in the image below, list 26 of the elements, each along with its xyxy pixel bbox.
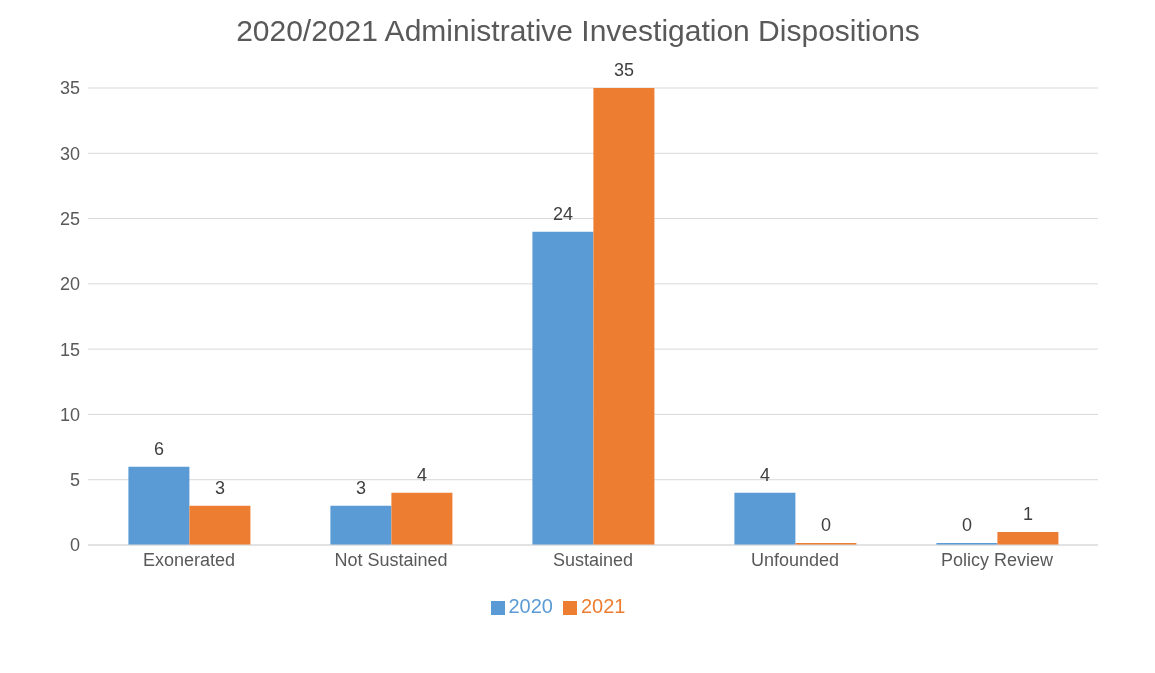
data-label: 24 xyxy=(552,203,573,224)
x-tick-label: Not Sustained xyxy=(334,549,448,570)
data-label: 1 xyxy=(1022,503,1033,524)
data-label: 3 xyxy=(355,477,366,498)
y-tick-label: 25 xyxy=(59,208,80,229)
x-tick-label: Policy Review xyxy=(940,549,1055,570)
data-label: 4 xyxy=(759,464,770,485)
x-tick-label: Unfounded xyxy=(750,549,840,570)
legend-label: 2020 xyxy=(508,595,553,617)
data-label: 4 xyxy=(416,464,427,485)
y-tick-label: 5 xyxy=(69,470,80,491)
data-label: 0 xyxy=(961,515,972,535)
y-tick-label: 30 xyxy=(59,143,80,164)
x-tick-label: Sustained xyxy=(552,549,634,570)
chart-title: 2020/2021 Administrative Investigation Dispositions xyxy=(235,14,921,48)
legend-label: 2021 xyxy=(581,595,626,617)
y-tick-label: 15 xyxy=(59,339,80,360)
y-tick-label: 10 xyxy=(59,404,80,425)
data-label: 0 xyxy=(820,515,831,535)
x-tick-label: Exonerated xyxy=(142,549,236,570)
y-tick-label: 35 xyxy=(59,78,80,99)
y-tick-label: 0 xyxy=(69,535,80,556)
y-tick-label: 20 xyxy=(59,274,80,295)
data-label: 6 xyxy=(153,438,164,459)
data-label: 35 xyxy=(613,60,634,80)
data-label: 3 xyxy=(214,477,225,498)
